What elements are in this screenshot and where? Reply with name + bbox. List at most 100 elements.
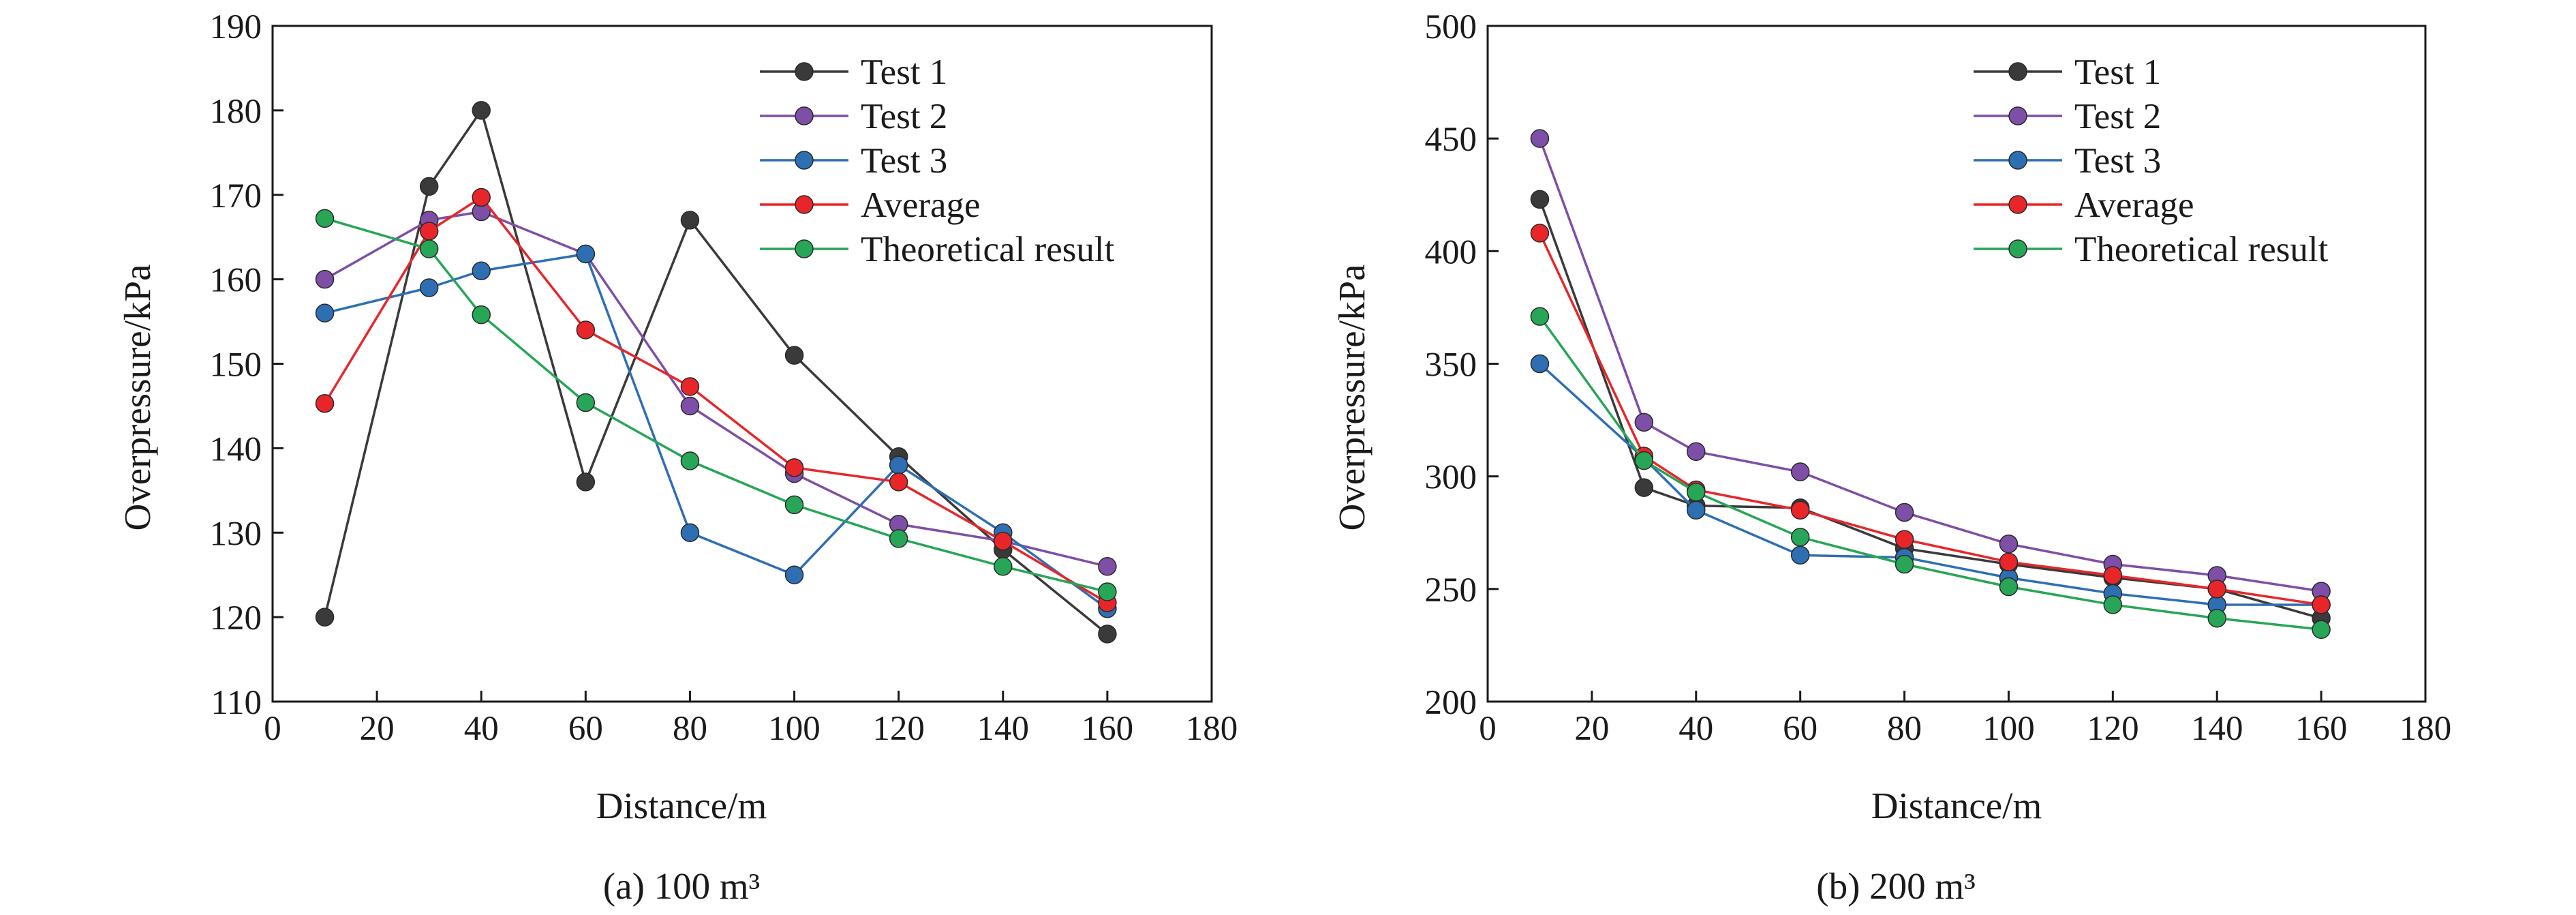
panel-b-x-tick-label: 100 bbox=[1982, 710, 2035, 748]
panel-a-y-tick-label: 110 bbox=[211, 684, 262, 722]
legend-label: Theoretical result bbox=[861, 230, 1115, 269]
panel-a-point-average bbox=[889, 472, 908, 492]
panel-a-legend-item-test-1: Test 1 bbox=[760, 52, 947, 92]
panel-b-x-tick-label: 140 bbox=[2191, 710, 2243, 748]
legend-marker-swatch bbox=[795, 195, 814, 214]
panel-a-point-test-1 bbox=[680, 211, 700, 230]
panel-a-x-tick-label: 20 bbox=[360, 710, 395, 748]
panel-a-point-average bbox=[784, 458, 804, 477]
panel-b-x-tick-label: 80 bbox=[1887, 710, 1922, 748]
panel-a-point-theoretical-result bbox=[419, 239, 439, 258]
panel-b-x-tick-label: 40 bbox=[1678, 710, 1713, 748]
panel-b-point-test-2 bbox=[1895, 502, 1914, 522]
legend-marker-swatch bbox=[795, 151, 814, 170]
panel-b-point-test-1 bbox=[1634, 478, 1654, 497]
panel-a-point-theoretical-result bbox=[994, 557, 1013, 576]
panel-a-point-theoretical-result bbox=[315, 209, 335, 228]
panel-b-point-test-2 bbox=[1999, 535, 2019, 554]
panel-a-point-average bbox=[315, 393, 335, 413]
panel-a-point-theoretical-result bbox=[472, 305, 491, 325]
panel-b-legend-item-test-3: Test 3 bbox=[1974, 141, 2161, 181]
panel-a-point-test-3 bbox=[889, 455, 908, 475]
panel-b-x-tick-label: 180 bbox=[2399, 710, 2452, 748]
panel-b-y-tick-label: 200 bbox=[1425, 684, 1477, 722]
legend-label: Average bbox=[2074, 185, 2194, 225]
panel-a-point-test-3 bbox=[315, 303, 335, 322]
panel-a-point-test-1 bbox=[784, 346, 804, 365]
panel-b-y-tick-label: 350 bbox=[1425, 346, 1477, 385]
panel-a-x-tick-label: 40 bbox=[464, 710, 499, 748]
legend-marker-swatch bbox=[2008, 195, 2027, 214]
panel-b-legend-item-average: Average bbox=[1974, 185, 2194, 225]
panel-a-point-test-3 bbox=[419, 278, 439, 297]
panel-a-point-test-1 bbox=[576, 472, 596, 492]
legend-marker-swatch bbox=[2008, 239, 2027, 258]
panel-b-point-theoretical-result bbox=[2207, 609, 2226, 628]
panel-a-y-tick-label: 140 bbox=[210, 430, 262, 468]
legend-label: Test 1 bbox=[861, 52, 947, 92]
panel-b-point-test-2 bbox=[1634, 412, 1654, 432]
legend-marker-swatch bbox=[2008, 151, 2027, 170]
panel-b-x-axis-title: Distance/m bbox=[1871, 785, 2042, 826]
legend-marker-swatch bbox=[795, 106, 814, 125]
panel-b-point-theoretical-result bbox=[1530, 307, 1550, 326]
panel-a-caption: (a) 100 m³ bbox=[603, 865, 760, 907]
panel-b-point-average bbox=[1790, 500, 1810, 520]
legend-label: Test 3 bbox=[2074, 141, 2161, 181]
panel-b-point-theoretical-result bbox=[1999, 577, 2019, 597]
panel-a-x-tick-label: 140 bbox=[977, 710, 1030, 748]
panel-b-legend-item-test-1: Test 1 bbox=[1974, 52, 2161, 92]
panel-b-point-test-3 bbox=[1530, 354, 1550, 374]
panel-b-point-test-3 bbox=[1790, 545, 1810, 565]
panel-a-x-tick-label: 0 bbox=[264, 710, 281, 748]
panel-b-y-tick-label: 300 bbox=[1425, 459, 1477, 497]
panel-b-point-average bbox=[1895, 530, 1914, 549]
panel-b-x-tick-label: 160 bbox=[2295, 710, 2348, 748]
panel-a-x-tick-label: 120 bbox=[872, 710, 925, 748]
panel-b-x-tick-label: 20 bbox=[1574, 710, 1609, 748]
panel-a-point-test-1 bbox=[1098, 625, 1117, 644]
panel-b-point-test-2 bbox=[1687, 442, 1706, 462]
panel-b-point-theoretical-result bbox=[2312, 620, 2331, 640]
panel-a-y-tick-label: 150 bbox=[210, 346, 262, 385]
panel-b-point-test-2 bbox=[1530, 129, 1550, 148]
panel-a-point-test-3 bbox=[472, 261, 491, 280]
panel-a-x-axis-title: Distance/m bbox=[596, 785, 767, 826]
panel-a-point-test-3 bbox=[576, 244, 596, 264]
panel-a-point-test-1 bbox=[419, 177, 439, 196]
panel-a-x-tick-label: 60 bbox=[568, 710, 603, 748]
panel-b-point-theoretical-result bbox=[1790, 528, 1810, 547]
panel-a-point-theoretical-result bbox=[1098, 582, 1117, 601]
panel-a-point-test-3 bbox=[680, 523, 700, 542]
panel-b-legend-item-test-2: Test 2 bbox=[1974, 97, 2161, 136]
panel-a-point-theoretical-result bbox=[680, 451, 700, 470]
panel-a-legend-item-test-2: Test 2 bbox=[760, 97, 947, 136]
panel-a-x-tick-label: 160 bbox=[1082, 710, 1134, 748]
panel-a-y-tick-label: 190 bbox=[210, 8, 262, 46]
panel-a-legend-item-test-3: Test 3 bbox=[760, 141, 947, 181]
panel-b-y-tick-label: 500 bbox=[1425, 8, 1477, 46]
panel-b-point-test-2 bbox=[1790, 462, 1810, 481]
panel-b-point-average bbox=[1999, 552, 2019, 571]
legend-label: Test 2 bbox=[861, 97, 947, 136]
panel-a: (a) 100 m³ Distance/m Overpressure/kPa 0… bbox=[117, 8, 1238, 907]
panel-b-x-tick-label: 0 bbox=[1479, 710, 1497, 748]
panel-a-point-test-1 bbox=[472, 101, 491, 120]
panel-a-y-tick-label: 120 bbox=[210, 599, 262, 638]
panel-b: (b) 200 m³ Distance/m Overpressure/kPa 0… bbox=[1331, 8, 2451, 907]
panel-b-y-tick-label: 400 bbox=[1425, 233, 1477, 271]
panel-a-y-tick-label: 170 bbox=[210, 177, 262, 215]
panel-a-y-axis-title: Overpressure/kPa bbox=[117, 265, 158, 531]
panel-b-point-average bbox=[2103, 566, 2123, 585]
panel-a-x-tick-label: 180 bbox=[1186, 710, 1238, 748]
panel-a-point-test-2 bbox=[1098, 557, 1117, 576]
panel-a-point-average bbox=[419, 222, 439, 241]
panel-a-point-average bbox=[472, 188, 491, 207]
legend-label: Test 1 bbox=[2074, 52, 2161, 92]
legend-label: Test 2 bbox=[2074, 97, 2161, 136]
legend-marker-swatch bbox=[795, 62, 814, 81]
legend-label: Theoretical result bbox=[2074, 230, 2329, 269]
panel-a-y-tick-label: 160 bbox=[210, 262, 262, 300]
